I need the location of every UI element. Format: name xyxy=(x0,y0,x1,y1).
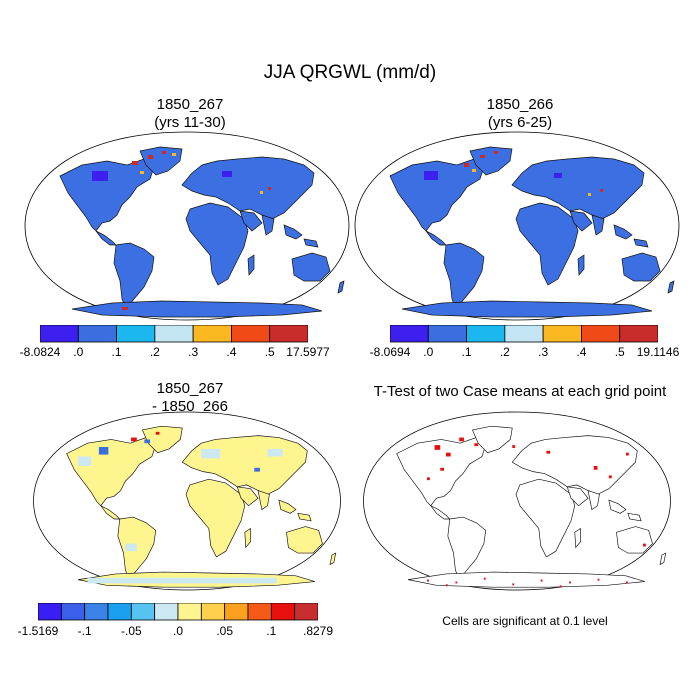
colorbar-3-tick-label: -1.5169 xyxy=(17,624,59,638)
colorbar-1-swatch xyxy=(231,325,271,343)
colorbar-1-tick-label: .4 xyxy=(226,345,237,359)
colorbar-3-swatch xyxy=(247,603,272,621)
panel-1-title-line1: 1850_267 xyxy=(156,96,224,113)
colorbar-2-swatch xyxy=(427,325,467,343)
colorbar-3-tick-label: .1 xyxy=(266,624,277,638)
colorbar-3-swatch xyxy=(294,603,318,621)
figure-title: JJA QRGWL (mm/d) xyxy=(263,62,437,83)
panel-2-title-line2: (yrs 6-25) xyxy=(487,114,553,131)
colorbar-1-swatch xyxy=(154,325,194,343)
panel-4-title-line1: T-Test of two Case means at each grid po… xyxy=(373,383,667,400)
colorbar-2-swatch xyxy=(390,325,429,343)
colorbar-1-tick-label: 17.5977 xyxy=(286,345,330,359)
colorbar-2-tick-label: -8.0694 xyxy=(369,345,411,359)
colorbar-2-swatch xyxy=(619,325,658,343)
colorbar-2-swatch xyxy=(581,325,621,343)
colorbar-3-tick-label: .0 xyxy=(172,624,184,638)
colorbar-2-tick-label: 19.1146 xyxy=(636,345,680,359)
colorbar-2-tick-label: .5 xyxy=(614,345,625,359)
colorbar-1-tick-label: .0 xyxy=(73,345,84,359)
colorbar-2-swatch xyxy=(466,325,506,343)
colorbar-3-swatch xyxy=(130,603,156,621)
colorbar-3-swatch xyxy=(154,603,179,621)
colorbar-1-tick-label: .5 xyxy=(264,345,275,359)
colorbar-1-tick-label: .2 xyxy=(149,345,160,359)
panel-1-title-line2: (yrs 11-30) xyxy=(154,114,226,131)
colorbar-1-tick-label: .1 xyxy=(111,345,122,359)
colorbar-2-swatch xyxy=(504,325,544,343)
colorbar-3-swatch xyxy=(224,603,249,621)
colorbar-panel-3 xyxy=(38,603,318,621)
colorbar-1-tick-label: .3 xyxy=(188,345,199,359)
colorbar-2-tick-label: .3 xyxy=(538,345,549,359)
colorbar-3-tick-label: -.05 xyxy=(120,624,142,638)
colorbar-1-swatch xyxy=(269,325,308,343)
panel-3-title-line2: - 1850_266 xyxy=(152,398,228,415)
colorbar-3-tick-label: .05 xyxy=(216,624,233,638)
colorbar-2-tick-label: .1 xyxy=(461,345,472,359)
panel-2-title-line1: 1850_266 xyxy=(486,96,554,113)
colorbar-2-tick-label: .4 xyxy=(576,345,587,359)
colorbar-1-swatch xyxy=(116,325,156,343)
colorbar-2-labels: -8.0694 .0 .1 .2 .3 .4 .5 19.1146 xyxy=(370,345,680,361)
colorbar-3-swatch xyxy=(38,603,62,621)
colorbar-3-swatch xyxy=(200,603,226,621)
map-panel-1 xyxy=(24,131,350,321)
colorbar-panel-1 xyxy=(40,325,308,343)
colorbar-2-tick-label: .2 xyxy=(499,345,510,359)
colorbar-3-swatch xyxy=(84,603,109,621)
colorbar-3-tick-label: .8279 xyxy=(302,624,334,638)
colorbar-3-swatch xyxy=(177,603,202,621)
colorbar-1-swatch xyxy=(192,325,232,343)
map-panel-2 xyxy=(354,131,680,321)
panel-1-title: 1850_267 (yrs 11-30) xyxy=(40,96,340,132)
colorbar-2-tick-label: .0 xyxy=(423,345,434,359)
colorbar-1-swatch xyxy=(77,325,117,343)
colorbar-3-tick-label: -.1 xyxy=(77,624,92,638)
panel-4-title: T-Test of two Case means at each grid po… xyxy=(350,383,690,401)
map-panel-3 xyxy=(33,411,341,591)
colorbar-panel-2 xyxy=(390,325,658,343)
colorbar-1-swatch xyxy=(40,325,79,343)
significance-note: Cells are significant at 0.1 level xyxy=(442,614,608,628)
colorbar-3-swatch xyxy=(107,603,132,621)
panel-2-title: 1850_266 (yrs 6-25) xyxy=(370,96,670,132)
colorbar-3-labels: -1.5169 -.1 -.05 .0 .05 .1 .8279 xyxy=(18,624,333,640)
map-panel-4 xyxy=(363,411,671,591)
colorbar-2-swatch xyxy=(542,325,582,343)
colorbar-1-tick-label: -8.0824 xyxy=(19,345,61,359)
panel-3-title: 1850_267 - 1850_266 xyxy=(40,380,340,416)
colorbar-3-swatch xyxy=(60,603,86,621)
colorbar-3-swatch xyxy=(270,603,296,621)
colorbar-1-labels: -8.0824 .0 .1 .2 .3 .4 .5 17.5977 xyxy=(20,345,330,361)
panel-3-title-line1: 1850_267 xyxy=(156,380,224,397)
